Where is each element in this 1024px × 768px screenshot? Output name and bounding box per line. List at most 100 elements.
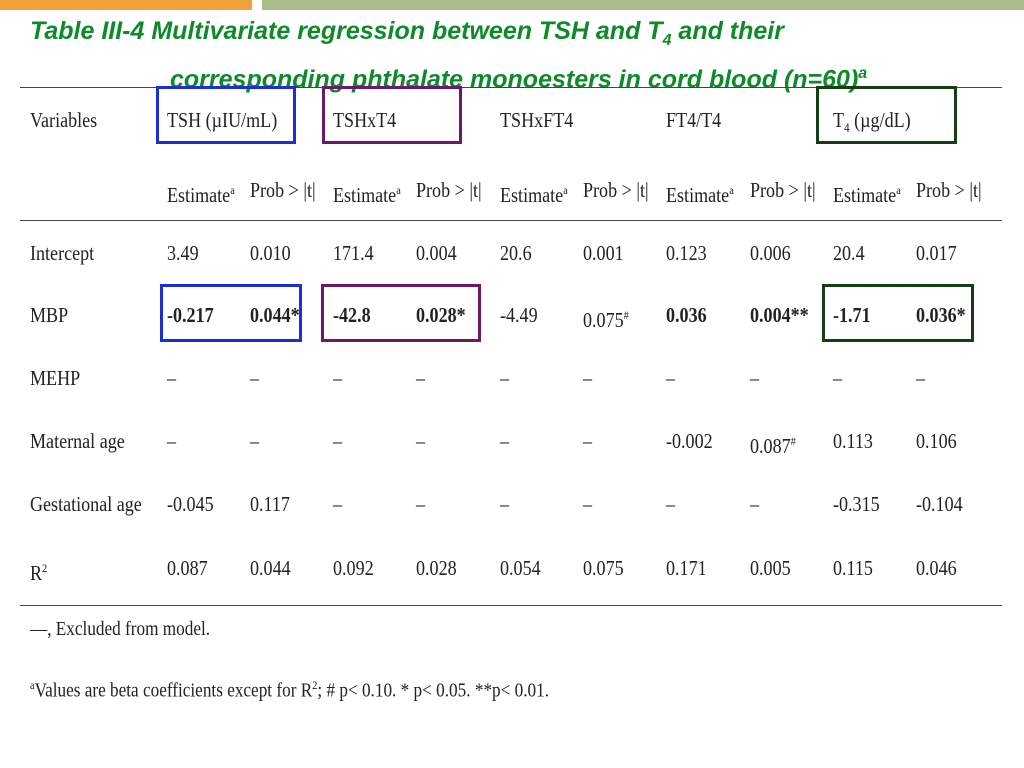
table-cell: -0.104 bbox=[916, 492, 963, 516]
table-cell: 0.028 bbox=[416, 556, 457, 580]
table-cell: 0.075# bbox=[583, 308, 629, 332]
row-label-intercept: Intercept bbox=[30, 241, 95, 265]
table-cell: 0.044* bbox=[250, 303, 300, 327]
group-header-tsh: TSH (µIU/mL) bbox=[167, 108, 278, 132]
title-line1-sub: 4 bbox=[662, 32, 672, 49]
group5-prefix: T bbox=[833, 108, 845, 132]
table-cell: -0.315 bbox=[833, 492, 880, 516]
table-cell: – bbox=[416, 366, 426, 390]
variables-header: Variables bbox=[30, 108, 98, 132]
table-bottom-rule bbox=[20, 605, 1002, 606]
table-cell: 0.017 bbox=[916, 241, 957, 265]
table-cell: – bbox=[333, 366, 343, 390]
table-cell: 3.49 bbox=[167, 241, 199, 265]
table-cell: – bbox=[250, 366, 260, 390]
table-cell: – bbox=[583, 429, 593, 453]
table-cell: 20.4 bbox=[833, 241, 865, 265]
table-cell: 0.123 bbox=[666, 241, 707, 265]
table-cell: 0.046 bbox=[916, 556, 957, 580]
table-cell: – bbox=[500, 492, 510, 516]
highlight-box-t4-header bbox=[816, 86, 957, 144]
table-cell: – bbox=[750, 366, 760, 390]
table-header-rule bbox=[20, 220, 1002, 221]
highlight-box-tshxt4-mbp bbox=[321, 284, 481, 342]
highlight-box-t4-mbp bbox=[822, 284, 974, 342]
row-label-r-squared: R2 bbox=[30, 561, 48, 585]
table-cell: 0.036 bbox=[666, 303, 707, 327]
table-cell: 0.005 bbox=[750, 556, 791, 580]
subheader-prob: Prob > |t| bbox=[416, 178, 482, 202]
table-cell: 20.6 bbox=[500, 241, 532, 265]
table-cell: – bbox=[167, 429, 177, 453]
table-cell: – bbox=[416, 429, 426, 453]
table-cell: -4.49 bbox=[500, 303, 538, 327]
top-accent-bar-green bbox=[262, 0, 1024, 10]
table-cell: – bbox=[750, 492, 760, 516]
table-top-rule bbox=[20, 87, 1002, 88]
table-cell: -42.8 bbox=[333, 303, 371, 327]
subheader-estimate: Estimatea bbox=[167, 183, 235, 207]
table-cell: 0.006 bbox=[750, 241, 791, 265]
table-cell: 0.117 bbox=[250, 492, 290, 516]
subheader-estimate: Estimatea bbox=[333, 183, 401, 207]
table-cell: 0.028* bbox=[416, 303, 466, 327]
slide-title: Table III-4 Multivariate regression betw… bbox=[30, 15, 1010, 96]
table-cell: -1.71 bbox=[833, 303, 871, 327]
table-cell: 0.171 bbox=[666, 556, 707, 580]
table-cell: – bbox=[333, 429, 343, 453]
subheader-prob: Prob > |t| bbox=[750, 178, 816, 202]
highlight-box-tsh-mbp bbox=[160, 284, 302, 342]
group-header-ft4-t4: FT4/T4 bbox=[666, 108, 722, 132]
table-cell: 0.087# bbox=[750, 434, 796, 458]
table-cell: – bbox=[583, 492, 593, 516]
table-cell: -0.217 bbox=[167, 303, 214, 327]
table-cell: – bbox=[583, 366, 593, 390]
group5-suffix: (µg/dL) bbox=[849, 108, 911, 132]
top-accent-bar-orange bbox=[0, 0, 252, 10]
row-label-maternal-age: Maternal age bbox=[30, 429, 125, 453]
row-label-mbp: MBP bbox=[30, 303, 69, 327]
subheader-estimate: Estimatea bbox=[666, 183, 734, 207]
table-cell: – bbox=[916, 366, 926, 390]
table-cell: – bbox=[167, 366, 177, 390]
table-cell: 0.044 bbox=[250, 556, 291, 580]
table-cell: – bbox=[500, 429, 510, 453]
title-line2-sup: a bbox=[858, 65, 868, 82]
row-label-mehp: MEHP bbox=[30, 366, 81, 390]
table-cell: 0.092 bbox=[333, 556, 374, 580]
group5-sub: 4 bbox=[844, 120, 850, 136]
table-cell: 0.106 bbox=[916, 429, 957, 453]
table-cell: 0.113 bbox=[833, 429, 873, 453]
subheader-prob: Prob > |t| bbox=[250, 178, 316, 202]
table-cell: – bbox=[833, 366, 843, 390]
table-cell: 171.4 bbox=[333, 241, 374, 265]
footnote-excluded: —, Excluded from model. bbox=[30, 618, 211, 640]
group-header-tshxft4: TSHxFT4 bbox=[500, 108, 574, 132]
table-cell: – bbox=[666, 492, 676, 516]
table-cell: 0.004 bbox=[416, 241, 457, 265]
table-cell: 0.036* bbox=[916, 303, 966, 327]
table-cell: – bbox=[333, 492, 343, 516]
table-cell: -0.045 bbox=[167, 492, 214, 516]
title-line1-prefix: Table III-4 Multivariate regression betw… bbox=[30, 17, 663, 45]
row-label-gestational-age: Gestational age bbox=[30, 492, 142, 516]
table-cell: -0.002 bbox=[666, 429, 713, 453]
subheader-estimate: Estimatea bbox=[833, 183, 901, 207]
table-cell: 0.010 bbox=[250, 241, 291, 265]
table-cell: 0.001 bbox=[583, 241, 624, 265]
highlight-box-tsh-header bbox=[156, 86, 296, 144]
subheader-estimate: Estimatea bbox=[500, 183, 568, 207]
table-cell: 0.054 bbox=[500, 556, 541, 580]
table-cell: 0.087 bbox=[167, 556, 208, 580]
table-cell: – bbox=[666, 366, 676, 390]
title-line1-suffix: and their bbox=[671, 17, 784, 45]
table-cell: – bbox=[500, 366, 510, 390]
subheader-prob: Prob > |t| bbox=[583, 178, 649, 202]
table-cell: – bbox=[416, 492, 426, 516]
table-cell: – bbox=[250, 429, 260, 453]
table-cell: 0.075 bbox=[583, 556, 624, 580]
highlight-box-tshxt4-header bbox=[322, 86, 462, 144]
group-header-t4: T4 (µg/dL) bbox=[833, 107, 911, 141]
footnote-beta: aValues are beta coefficients except for… bbox=[30, 678, 550, 702]
table-cell: 0.115 bbox=[833, 556, 873, 580]
